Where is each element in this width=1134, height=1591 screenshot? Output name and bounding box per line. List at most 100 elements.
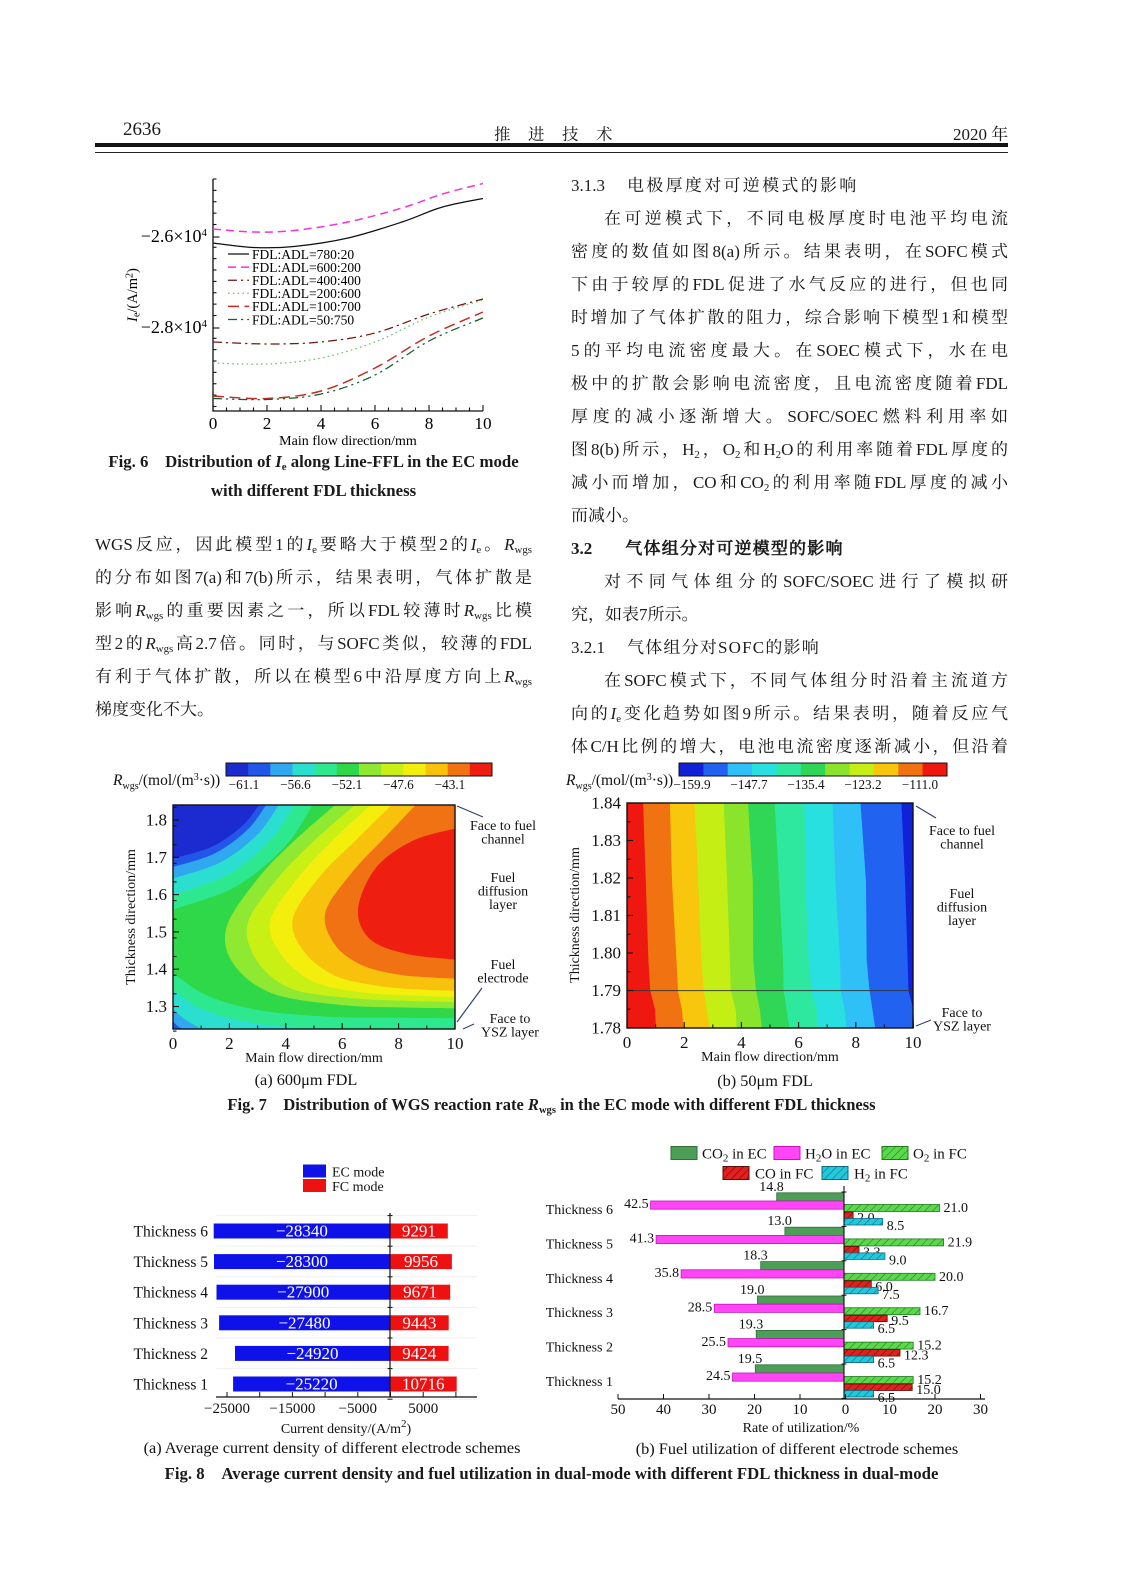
svg-text:diffusion: diffusion bbox=[478, 885, 528, 900]
svg-text:1.79: 1.79 bbox=[591, 981, 621, 1000]
svg-text:−25000: −25000 bbox=[204, 1401, 250, 1417]
svg-text:channel: channel bbox=[481, 833, 525, 848]
svg-text:1.78: 1.78 bbox=[591, 1019, 621, 1038]
svg-text:diffusion: diffusion bbox=[937, 901, 987, 916]
svg-text:−47.6: −47.6 bbox=[383, 777, 414, 792]
svg-text:Rwgs/(mol/(m3·s)): Rwgs/(mol/(m3·s)) bbox=[565, 772, 673, 793]
svg-text:21.0: 21.0 bbox=[944, 1201, 969, 1216]
svg-text:9443: 9443 bbox=[402, 1313, 436, 1332]
svg-text:25.5: 25.5 bbox=[702, 1335, 727, 1350]
svg-text:YSZ layer: YSZ layer bbox=[933, 1020, 991, 1035]
svg-text:14.8: 14.8 bbox=[759, 1180, 784, 1195]
svg-text:1.8: 1.8 bbox=[146, 811, 167, 830]
svg-text:6.0: 6.0 bbox=[875, 1280, 893, 1295]
svg-text:6: 6 bbox=[338, 1034, 347, 1053]
svg-text:−5000: −5000 bbox=[339, 1401, 377, 1417]
svg-text:8: 8 bbox=[852, 1033, 861, 1052]
svg-text:10716: 10716 bbox=[402, 1375, 445, 1394]
svg-text:7.5: 7.5 bbox=[882, 1288, 900, 1303]
svg-text:2: 2 bbox=[225, 1034, 234, 1053]
svg-text:Thickness 5: Thickness 5 bbox=[134, 1254, 209, 1271]
svg-text:19.3: 19.3 bbox=[739, 1317, 764, 1332]
svg-text:6: 6 bbox=[794, 1033, 803, 1052]
svg-text:28.5: 28.5 bbox=[688, 1300, 713, 1315]
svg-text:−123.2: −123.2 bbox=[844, 777, 881, 792]
svg-text:1.80: 1.80 bbox=[591, 944, 621, 963]
svg-text:−27900: −27900 bbox=[277, 1283, 329, 1302]
svg-text:8.5: 8.5 bbox=[887, 1219, 905, 1234]
svg-text:FDL:ADL=200:600: FDL:ADL=200:600 bbox=[252, 286, 361, 301]
svg-text:FDL:ADL=780:20: FDL:ADL=780:20 bbox=[252, 247, 354, 262]
svg-text:YSZ layer: YSZ layer bbox=[481, 1026, 539, 1041]
svg-text:1.81: 1.81 bbox=[591, 906, 621, 925]
svg-text:41.3: 41.3 bbox=[630, 1232, 655, 1247]
svg-text:Fuel: Fuel bbox=[491, 958, 516, 973]
svg-text:−2.6×104: −2.6×104 bbox=[141, 226, 208, 246]
svg-text:16.7: 16.7 bbox=[924, 1304, 949, 1319]
svg-text:9.5: 9.5 bbox=[891, 1314, 909, 1329]
svg-text:FC mode: FC mode bbox=[332, 1180, 384, 1195]
svg-text:6.5: 6.5 bbox=[878, 1322, 896, 1337]
svg-text:Thickness 4: Thickness 4 bbox=[546, 1272, 613, 1287]
svg-text:1.7: 1.7 bbox=[146, 848, 168, 867]
svg-text:19.5: 19.5 bbox=[738, 1352, 763, 1367]
svg-text:FDL:ADL=600:200: FDL:ADL=600:200 bbox=[252, 260, 361, 275]
svg-text:12.3: 12.3 bbox=[904, 1349, 929, 1364]
svg-text:Thickness 4: Thickness 4 bbox=[134, 1285, 209, 1302]
svg-text:−111.0: −111.0 bbox=[902, 777, 939, 792]
svg-text:15.2: 15.2 bbox=[917, 1373, 942, 1388]
svg-text:layer: layer bbox=[489, 898, 517, 913]
svg-text:18.3: 18.3 bbox=[743, 1249, 768, 1264]
svg-text:Thickness 6: Thickness 6 bbox=[134, 1224, 209, 1241]
svg-text:Thickness 5: Thickness 5 bbox=[546, 1237, 613, 1252]
svg-text:Rwgs/(mol/(m3·s)): Rwgs/(mol/(m3·s)) bbox=[112, 772, 220, 793]
svg-text:−135.4: −135.4 bbox=[787, 777, 825, 792]
svg-text:4: 4 bbox=[282, 1034, 291, 1053]
svg-text:1.4: 1.4 bbox=[146, 960, 168, 979]
svg-text:−24920: −24920 bbox=[286, 1344, 338, 1363]
svg-text:20: 20 bbox=[928, 1402, 943, 1418]
svg-text:Thickness 6: Thickness 6 bbox=[546, 1203, 613, 1218]
svg-text:CO2 in EC: CO2 in EC bbox=[702, 1147, 767, 1165]
svg-text:5000: 5000 bbox=[408, 1401, 438, 1417]
svg-text:Rate of utilization/%: Rate of utilization/% bbox=[743, 1421, 860, 1436]
svg-text:8: 8 bbox=[394, 1034, 403, 1053]
svg-text:−28340: −28340 bbox=[276, 1222, 328, 1241]
svg-text:Thickness 3: Thickness 3 bbox=[134, 1315, 209, 1332]
svg-text:Main flow direction/mm: Main flow direction/mm bbox=[245, 1051, 383, 1066]
svg-text:1.6: 1.6 bbox=[146, 885, 167, 904]
svg-text:9956: 9956 bbox=[404, 1252, 438, 1271]
svg-text:layer: layer bbox=[948, 914, 976, 929]
svg-text:Main flow direction/mm: Main flow direction/mm bbox=[279, 434, 417, 449]
svg-text:−15000: −15000 bbox=[269, 1401, 315, 1417]
svg-text:Thickness 2: Thickness 2 bbox=[546, 1341, 613, 1356]
svg-text:20.0: 20.0 bbox=[939, 1270, 964, 1285]
svg-text:4: 4 bbox=[737, 1033, 746, 1052]
svg-text:−2.8×104: −2.8×104 bbox=[141, 317, 208, 337]
svg-text:−52.1: −52.1 bbox=[332, 777, 363, 792]
svg-text:6.5: 6.5 bbox=[878, 1357, 896, 1372]
svg-text:(a) Average current density of: (a) Average current density of different… bbox=[144, 1438, 521, 1457]
svg-text:0: 0 bbox=[842, 1402, 850, 1418]
svg-text:6: 6 bbox=[371, 414, 380, 433]
svg-text:Face to fuel: Face to fuel bbox=[929, 824, 995, 839]
svg-text:15.0: 15.0 bbox=[916, 1383, 941, 1398]
svg-text:10: 10 bbox=[447, 1034, 464, 1053]
svg-text:electrode: electrode bbox=[477, 972, 528, 987]
svg-text:0: 0 bbox=[169, 1034, 178, 1053]
svg-text:13.0: 13.0 bbox=[767, 1214, 792, 1229]
svg-text:1.5: 1.5 bbox=[146, 922, 167, 941]
svg-text:9291: 9291 bbox=[402, 1222, 436, 1241]
svg-text:FDL:ADL=100:700: FDL:ADL=100:700 bbox=[252, 299, 361, 314]
svg-text:40: 40 bbox=[656, 1402, 671, 1418]
svg-text:Ie/(A/m2): Ie/(A/m2) bbox=[125, 268, 143, 323]
svg-text:21.9: 21.9 bbox=[948, 1235, 973, 1250]
svg-text:35.8: 35.8 bbox=[655, 1266, 680, 1281]
svg-text:EC mode: EC mode bbox=[332, 1166, 385, 1181]
svg-text:10: 10 bbox=[474, 414, 491, 433]
svg-text:20: 20 bbox=[747, 1402, 762, 1418]
svg-text:(a) 600μm FDL: (a) 600μm FDL bbox=[255, 1070, 358, 1089]
svg-text:24.5: 24.5 bbox=[706, 1369, 731, 1384]
svg-text:10: 10 bbox=[793, 1402, 808, 1418]
svg-text:Thickness 3: Thickness 3 bbox=[546, 1306, 613, 1321]
